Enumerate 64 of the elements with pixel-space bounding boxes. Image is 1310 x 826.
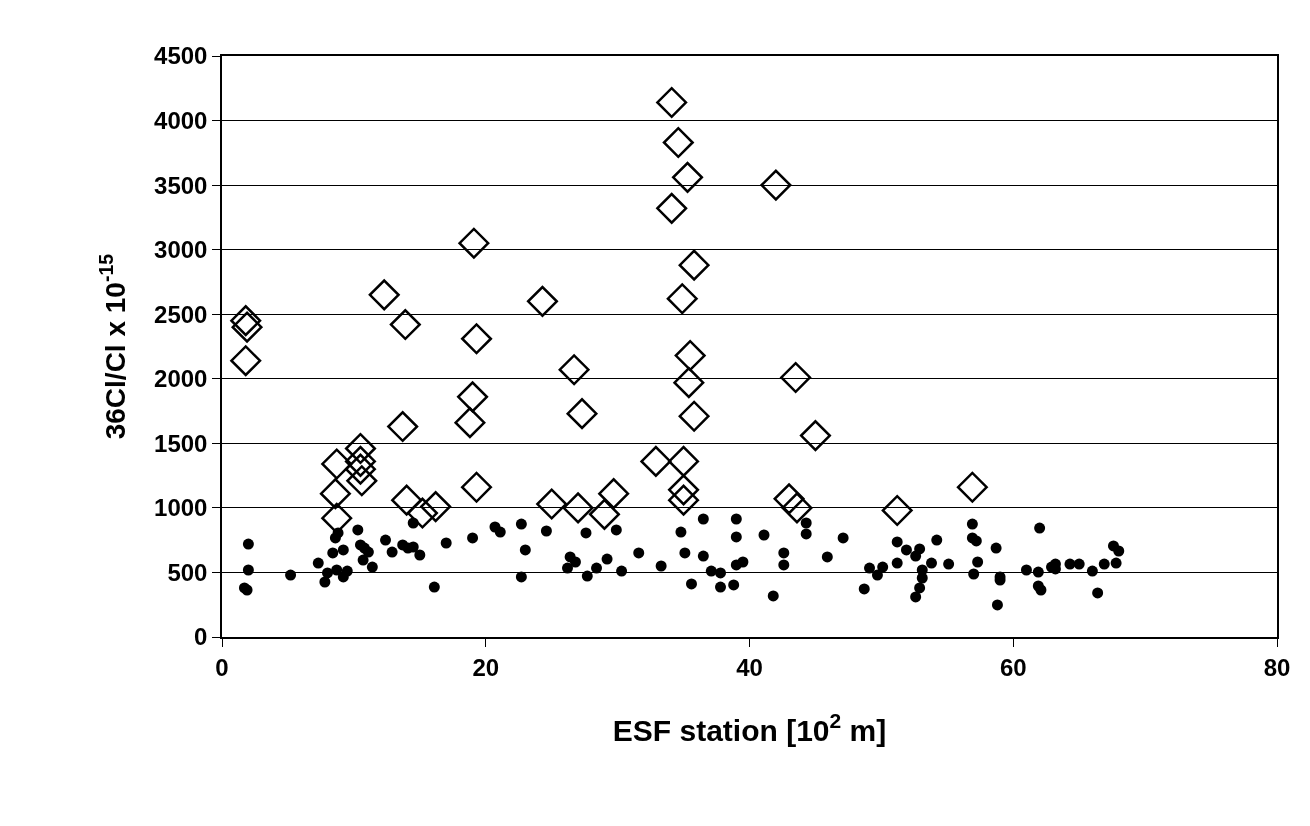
point [458,227,490,259]
y-tick-label: 3000 [154,236,208,264]
point [346,465,378,497]
point [881,494,913,527]
point [406,497,438,529]
point [780,361,812,394]
point [668,484,700,516]
point [640,445,672,477]
y-tick-label: 4000 [154,106,208,134]
point [673,367,705,399]
point [678,249,710,281]
point [460,471,493,503]
point [760,169,792,201]
point [956,471,988,503]
y-tick-label: 1500 [154,429,208,457]
y-tick-label: 4500 [154,42,208,70]
point [562,492,594,524]
point [662,126,694,159]
point [321,448,353,480]
point [674,339,706,372]
point [666,283,698,315]
y-tick-label: 3500 [154,171,208,199]
point [344,432,377,465]
point [319,478,351,510]
x-tick-label: 80 [1263,653,1291,681]
y-tick-label: 500 [167,558,208,586]
point [588,498,620,530]
x-axis-title: ESF station [10$^{2}$ m] [612,708,887,747]
point [344,453,377,485]
y-tick-label: 0 [194,623,208,651]
point [656,86,688,119]
x-tick-label: 40 [736,653,763,681]
point [536,488,568,520]
point [598,478,630,510]
point [344,445,377,477]
point [799,420,831,452]
point [321,502,353,534]
point [781,492,813,524]
point [368,279,400,311]
point [656,192,688,224]
point [678,400,710,432]
point [454,407,486,439]
point [566,398,598,430]
point [526,285,559,317]
point [231,311,263,343]
x-tick-label: 0 [215,653,229,681]
point [457,381,489,413]
point [391,484,423,516]
x-tick-label: 60 [999,653,1027,681]
x-tick-label: 20 [472,653,500,681]
point [230,305,262,337]
point [420,491,452,523]
point [668,445,700,477]
point [389,309,421,341]
y-tick-label: 2500 [154,300,208,328]
point [668,474,700,506]
point [773,483,805,515]
point [460,323,493,355]
point [230,345,262,377]
y-tick-label: 1000 [154,494,208,522]
point [558,354,590,386]
point [387,411,419,443]
point [671,161,704,193]
y-tick-label: 2000 [154,365,208,393]
